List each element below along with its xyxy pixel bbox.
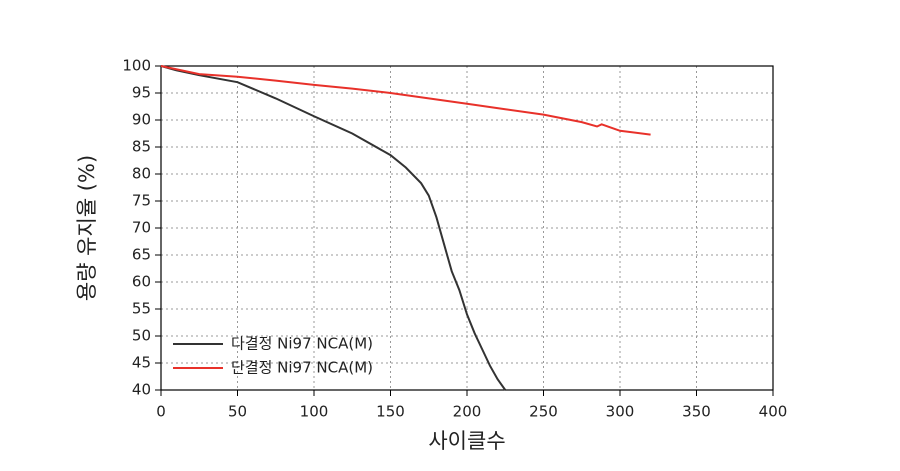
y-tick-label: 50 (132, 327, 151, 345)
y-tick-label: 45 (132, 354, 151, 372)
x-tick-label: 250 (529, 403, 558, 421)
x-tick-label: 200 (453, 403, 482, 421)
legend-label: 다결정 Ni97 NCA(M) (231, 335, 373, 353)
x-tick-label: 0 (156, 403, 166, 421)
plot-frame (160, 65, 774, 391)
y-tick-label: 90 (132, 111, 151, 129)
y-tick-label: 55 (132, 300, 151, 318)
x-axis-label: 사이클수 (428, 429, 505, 453)
x-tick-label: 50 (228, 403, 247, 421)
x-tick-label: 350 (682, 403, 711, 421)
y-tick-label: 95 (132, 84, 151, 102)
y-tick-label: 85 (132, 138, 151, 156)
x-tick-label: 300 (606, 403, 635, 421)
y-tick-label: 75 (132, 192, 151, 210)
y-tick-label: 100 (122, 57, 151, 75)
x-tick-label: 400 (759, 403, 788, 421)
x-tick-label: 100 (300, 403, 329, 421)
x-tick-label: 150 (376, 403, 405, 421)
y-axis-label: 용량 유지율 (%) (75, 155, 99, 301)
y-tick-label: 40 (132, 381, 151, 399)
series-line (160, 65, 651, 136)
y-tick-label: 80 (132, 165, 151, 183)
legend-label: 단결정 Ni97 NCA(M) (231, 359, 373, 377)
y-tick-label: 60 (132, 273, 151, 291)
series-line (160, 65, 507, 391)
y-tick-label: 70 (132, 219, 151, 237)
y-tick-label: 65 (132, 246, 151, 264)
